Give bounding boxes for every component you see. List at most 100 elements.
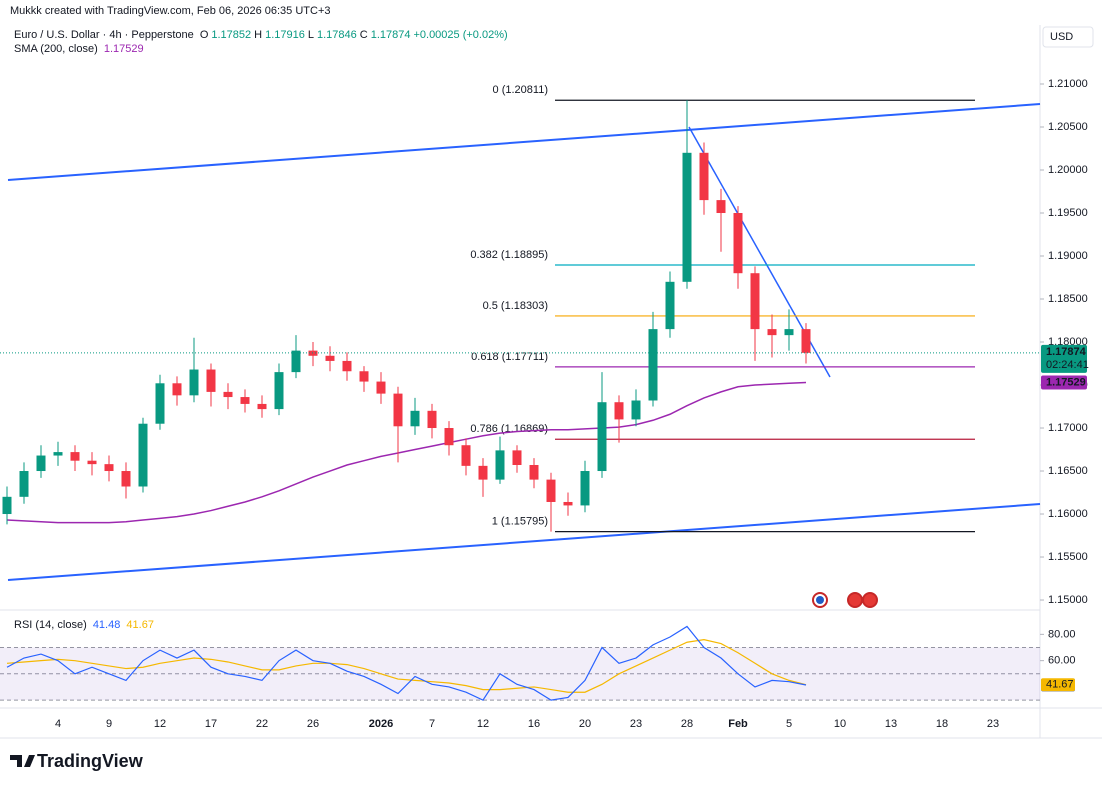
rsi-last-box [1041, 678, 1075, 692]
watermark: Mukkk created with TradingView.com, Feb … [10, 5, 331, 17]
candle-body [512, 450, 522, 465]
candle-body [682, 152, 692, 282]
event-icon-us[interactable] [847, 592, 863, 608]
sma-last-box [1041, 375, 1087, 390]
rsi-line [6, 625, 807, 701]
candle-body [631, 400, 641, 420]
y-tick-label: 1.20500 [1048, 121, 1088, 133]
candle-body [427, 410, 437, 429]
rsi-line [6, 639, 807, 693]
candle-body [172, 383, 182, 396]
candle-body [189, 369, 199, 396]
candle-body [325, 355, 335, 361]
candle-body [223, 391, 233, 398]
event-icon-eu [816, 596, 824, 604]
sma-last-label: 1.17529 [1046, 376, 1086, 388]
candle-body [206, 369, 216, 392]
candle-body [291, 350, 301, 373]
rsi-title: RSI (14, close) [14, 619, 87, 631]
candle-body [495, 450, 505, 480]
candle-body [784, 329, 794, 336]
x-tick-label: 5 [786, 718, 792, 730]
candle-body [87, 460, 97, 465]
last-price-label: 1.17874 [1046, 346, 1087, 358]
x-tick-label: 7 [429, 718, 435, 730]
legend-key: L [307, 29, 314, 41]
x-tick-label: 4 [55, 718, 61, 730]
x-tick-label: 22 [256, 718, 268, 730]
channel-upper [7, 103, 1041, 181]
x-tick-label: 12 [477, 718, 489, 730]
legend-key: O [199, 29, 209, 41]
candle-body [274, 372, 284, 410]
candle-body [121, 471, 131, 487]
candle-body [767, 329, 777, 336]
x-tick-label: 9 [106, 718, 112, 730]
candle-body [376, 381, 386, 394]
fib-label: 0.5 (1.18303) [483, 300, 548, 312]
currency-button[interactable] [1042, 26, 1094, 48]
candle-body [529, 464, 539, 480]
candle-body [393, 393, 403, 427]
channel-lower [7, 503, 1041, 581]
rsi-y-tick-label: 80.00 [1048, 628, 1076, 640]
y-tick-label: 1.18500 [1048, 293, 1088, 305]
candle-body [240, 397, 250, 404]
fib-label: 1 (1.15795) [492, 516, 548, 528]
sma-legend: SMA (200, close) 1.17529 [14, 43, 147, 55]
candle-body [699, 152, 709, 201]
x-tick-label: 10 [834, 718, 846, 730]
candle-body [461, 445, 471, 466]
x-tick-label: 12 [154, 718, 166, 730]
candle-body [665, 281, 675, 330]
x-tick-label: 18 [936, 718, 948, 730]
y-tick-label: 1.20000 [1048, 164, 1088, 176]
countdown: 02:24:41 [1046, 359, 1089, 371]
y-tick-label: 1.16500 [1048, 465, 1088, 477]
rsi-y-tick-label: 60.00 [1048, 655, 1076, 667]
sma-line [6, 381, 807, 524]
y-tick-label: 1.15500 [1048, 551, 1088, 563]
fib-label: 0.786 (1.16869) [470, 423, 548, 435]
candle-body [597, 402, 607, 472]
y-tick-label: 1.19500 [1048, 207, 1088, 219]
rsi-last-label: 41.67 [1046, 679, 1074, 691]
legend-value: 1.17852 [211, 29, 252, 41]
candle-body [342, 360, 352, 372]
change: +0.00025 (+0.02%) [413, 29, 508, 41]
candle-body [53, 452, 63, 456]
legend-value: 1.17916 [265, 29, 305, 41]
last-price-box [1041, 344, 1087, 373]
y-tick-label: 1.21000 [1048, 78, 1088, 90]
fib-label: 0 (1.20811) [493, 84, 548, 96]
y-tick-label: 1.16000 [1048, 508, 1088, 520]
candle-body [716, 200, 726, 214]
legend-value: 1.17874 [370, 29, 411, 41]
legend-key: C [359, 29, 368, 41]
candle-body [733, 213, 743, 274]
candle-body [444, 428, 454, 446]
rsi-ma-value: 41.67 [126, 619, 154, 631]
x-tick-label: 20 [579, 718, 591, 730]
candle-body [563, 501, 573, 506]
candle-body [410, 410, 420, 427]
event-icon-us[interactable] [862, 592, 878, 608]
x-tick-label: 17 [205, 718, 217, 730]
fib-label: 0.382 (1.18895) [470, 249, 548, 261]
rsi-last-value: 41.67 [1041, 678, 1075, 692]
rsi-legend: RSI (14, close) 41.48 41.67 [14, 619, 157, 631]
legend-key: H [254, 29, 263, 41]
x-tick-label: 2026 [369, 718, 393, 730]
candle-body [138, 423, 148, 487]
candle-body [36, 455, 46, 472]
candle-body [70, 452, 80, 461]
candle-body [801, 329, 811, 353]
candle-body [614, 402, 624, 420]
x-tick-label: 26 [307, 718, 319, 730]
candle-body [359, 371, 369, 382]
x-tick-label: 13 [885, 718, 897, 730]
sma-value: 1.17529 [103, 43, 144, 55]
